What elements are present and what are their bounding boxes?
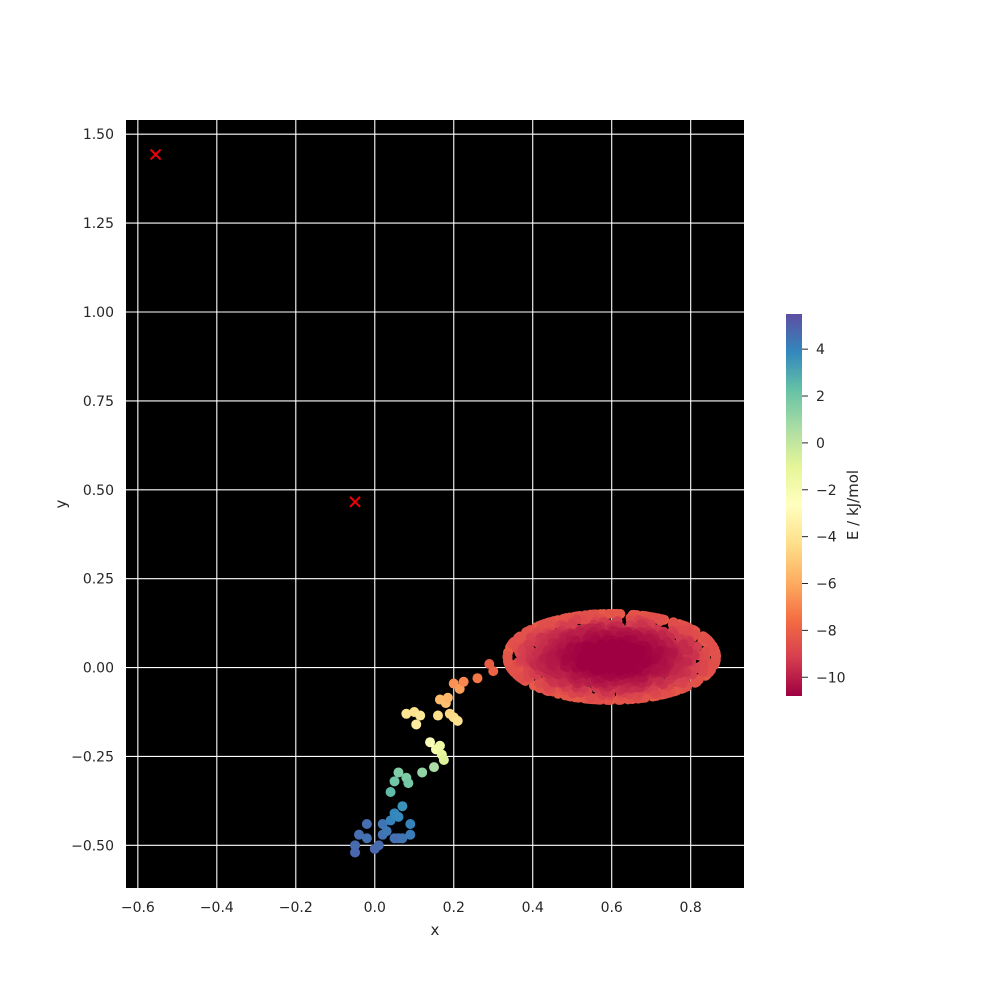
path-point bbox=[397, 833, 408, 844]
colorbar-tick-label: 4 bbox=[816, 342, 825, 358]
colorbar-tick-label: −10 bbox=[816, 670, 846, 686]
colorbar-tick-label: 0 bbox=[816, 436, 825, 452]
x-tick-label: 0.6 bbox=[601, 900, 623, 916]
y-tick-label: 1.50 bbox=[83, 127, 114, 143]
cluster-point bbox=[683, 645, 694, 656]
x-axis-label: x bbox=[431, 921, 440, 939]
path-point bbox=[393, 811, 404, 822]
cluster-point bbox=[604, 608, 615, 619]
path-point bbox=[484, 659, 495, 669]
x-tick-label: 0.8 bbox=[680, 900, 702, 916]
cluster-point bbox=[701, 633, 712, 644]
cluster-point bbox=[698, 659, 709, 670]
path-point bbox=[397, 801, 408, 812]
x-tick-label: 0.4 bbox=[522, 900, 544, 916]
path-point bbox=[405, 819, 416, 829]
y-tick-label: 0.75 bbox=[83, 394, 114, 410]
data-points bbox=[350, 608, 721, 858]
cluster-point bbox=[626, 648, 637, 659]
x-tick-label: 0.2 bbox=[443, 900, 465, 916]
cluster-point bbox=[534, 678, 545, 689]
x-markers bbox=[149, 148, 361, 508]
colorbar-tick-label: −2 bbox=[816, 483, 837, 499]
cluster-point bbox=[681, 625, 692, 636]
path-point bbox=[458, 676, 469, 687]
path-point bbox=[381, 826, 392, 837]
colorbar-tick-label: −6 bbox=[816, 577, 837, 593]
plot-area-background bbox=[126, 120, 744, 888]
colorbar-ticks: 4 2 0 −2 −4 −6 −8 −10 bbox=[802, 342, 846, 686]
cluster-point bbox=[590, 653, 601, 664]
y-axis-ticks: −0.50 −0.25 0.00 0.25 0.50 0.75 1.00 1.25 1.50 bbox=[71, 127, 114, 854]
path-point bbox=[429, 762, 440, 773]
path-point bbox=[385, 787, 396, 797]
x-axis-ticks: −0.6 −0.4 −0.2 0.0 0.2 0.4 0.6 0.8 bbox=[121, 900, 702, 916]
path-point bbox=[350, 847, 361, 858]
path-point bbox=[415, 710, 426, 721]
x-tick-label: −0.2 bbox=[279, 900, 313, 916]
path-point bbox=[434, 740, 445, 751]
path-point bbox=[452, 715, 463, 726]
path-point bbox=[411, 719, 422, 730]
path-point bbox=[373, 840, 384, 851]
cluster-point bbox=[610, 649, 621, 660]
x-tick-label: −0.4 bbox=[200, 900, 234, 916]
path-point bbox=[442, 692, 453, 703]
path-point bbox=[405, 829, 416, 840]
colorbar: 4 2 0 −2 −4 −6 −8 −10 E / kJ/mol bbox=[786, 314, 862, 696]
path-point bbox=[403, 778, 414, 789]
cluster-point bbox=[601, 658, 612, 669]
path-point bbox=[350, 840, 361, 851]
path-point bbox=[401, 708, 412, 719]
x-marker bbox=[149, 148, 162, 161]
path-point bbox=[361, 833, 372, 844]
y-tick-label: 0.50 bbox=[83, 483, 114, 499]
y-tick-label: −0.50 bbox=[71, 838, 114, 854]
y-tick-label: −0.25 bbox=[71, 749, 114, 765]
path-point bbox=[353, 829, 364, 840]
colorbar-tick-label: −8 bbox=[816, 623, 837, 639]
y-axis-label: y bbox=[52, 499, 70, 508]
cluster-point bbox=[640, 658, 651, 669]
cluster-point bbox=[657, 614, 668, 625]
path-point bbox=[432, 710, 443, 721]
colorbar-label: E / kJ/mol bbox=[844, 470, 862, 540]
y-tick-label: 0.00 bbox=[83, 661, 114, 677]
y-tick-label: 0.25 bbox=[83, 572, 114, 588]
path-point bbox=[393, 767, 404, 778]
colorbar-gradient bbox=[786, 314, 802, 696]
cluster-point bbox=[562, 653, 573, 664]
path-point bbox=[361, 819, 372, 829]
y-tick-label: 1.25 bbox=[83, 216, 114, 232]
y-tick-label: 1.00 bbox=[83, 305, 114, 321]
cluster-point bbox=[709, 659, 720, 670]
colorbar-tick-label: 2 bbox=[816, 389, 825, 405]
path-point bbox=[425, 737, 436, 748]
cluster-point bbox=[707, 641, 718, 652]
x-tick-label: −0.6 bbox=[121, 900, 155, 916]
cluster-point bbox=[513, 632, 524, 643]
path-point bbox=[472, 673, 483, 684]
path-point bbox=[417, 767, 428, 778]
x-tick-label: 0.0 bbox=[364, 900, 386, 916]
grid-lines bbox=[126, 120, 744, 888]
path-point bbox=[438, 755, 449, 765]
x-marker bbox=[349, 496, 361, 508]
cluster-point bbox=[565, 642, 576, 653]
path-point bbox=[389, 776, 400, 787]
colorbar-tick-label: −4 bbox=[816, 530, 837, 546]
